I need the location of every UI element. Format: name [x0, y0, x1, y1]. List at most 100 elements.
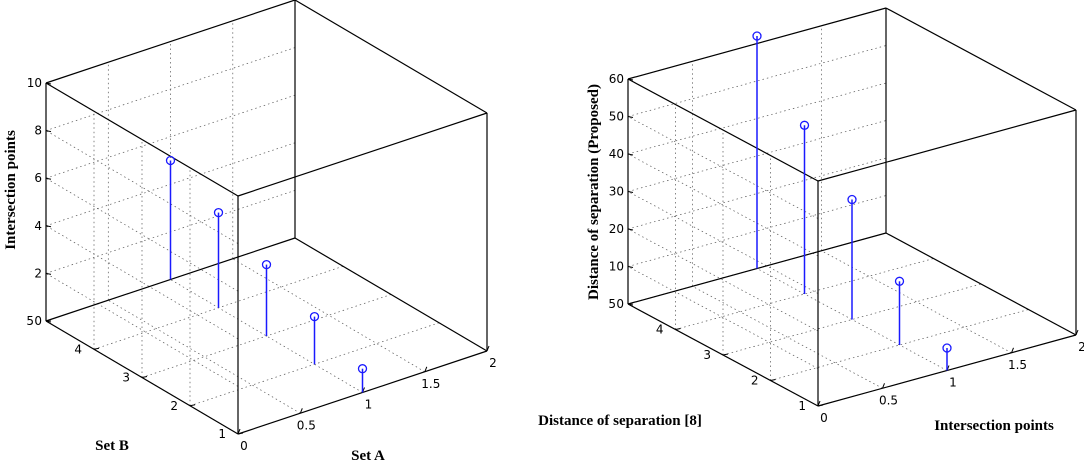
y-tick-label: 4 — [656, 323, 664, 337]
z-tick-label: 6 — [34, 171, 42, 185]
z-tick-label: 10 — [609, 260, 624, 274]
x-tick-label: 2 — [1078, 340, 1084, 354]
x-tick-mark — [424, 366, 428, 372]
gridline-z-back — [45, 94, 296, 179]
z-tick-mark — [627, 266, 634, 268]
z-axis-label: Distance of separation (Proposed) — [586, 84, 602, 300]
y-tick-mark — [675, 328, 681, 330]
x-tick-label: 1 — [949, 376, 957, 390]
z-tick-mark — [45, 130, 52, 133]
x-tick-label: 0 — [240, 439, 248, 453]
gridline-x-floor — [692, 285, 883, 389]
z-tick-label: 8 — [34, 124, 42, 138]
z-tick-label: 50 — [609, 110, 624, 124]
z-tick-label: 40 — [609, 147, 624, 161]
axes-box-edge — [45, 0, 296, 84]
y-axis-label: Set B — [95, 438, 129, 454]
axes-box-edge — [237, 112, 488, 197]
y-tick-mark — [141, 376, 148, 378]
y-tick-label: 3 — [703, 348, 711, 362]
x-tick-label: 2 — [489, 356, 497, 370]
gridline-z-side — [627, 116, 819, 219]
y-tick-mark — [817, 404, 824, 407]
x-tick-label: 1.5 — [1008, 358, 1027, 372]
z-tick-label: 0 — [34, 314, 42, 328]
gridline-z-side — [45, 130, 239, 244]
z-tick-label: 10 — [27, 76, 42, 90]
z-axis-label: Intersection points — [3, 130, 19, 250]
z-tick-label: 4 — [34, 219, 42, 233]
z-tick-mark — [45, 225, 52, 228]
z-tick-mark — [627, 228, 634, 231]
stem-marker-2 — [894, 276, 905, 286]
z-tick-label: 2 — [34, 266, 42, 280]
axes-box-edge — [45, 82, 239, 197]
x-tick-mark — [817, 400, 821, 407]
axes-box-edge — [627, 78, 819, 182]
gridline-x-floor — [232, 258, 425, 373]
axes-box-edge — [294, 237, 488, 352]
gridline-x-floor — [821, 250, 1012, 354]
stem-marker-5 — [165, 155, 176, 166]
z-tick-label: 60 — [609, 72, 624, 86]
y-tick-mark — [237, 432, 244, 435]
y-tick-label: 2 — [751, 374, 759, 388]
x-axis-label: Intersection points — [934, 418, 1054, 434]
y-tick-label: 4 — [74, 342, 82, 356]
z-tick-mark — [627, 303, 634, 306]
axes-box-edge — [817, 109, 1077, 182]
gridline-z-back — [45, 47, 296, 131]
gridline-z-side — [45, 225, 239, 340]
y-tick-mark — [770, 379, 776, 381]
x-tick-label: 0.5 — [879, 393, 898, 407]
x-tick-mark — [1011, 347, 1014, 353]
stem-marker-4 — [799, 120, 810, 130]
y-axis-label: Distance of separation [8] — [538, 413, 702, 429]
y-tick-label: 3 — [122, 371, 130, 385]
stem-marker-3 — [261, 259, 272, 270]
z-tick-mark — [627, 116, 634, 118]
x-tick-mark — [486, 345, 490, 352]
z-tick-mark — [627, 153, 634, 156]
x-tick-mark — [1075, 329, 1079, 336]
stem-marker-4 — [213, 207, 224, 218]
z-tick-mark — [45, 82, 52, 85]
y-tick-label: 1 — [218, 427, 226, 441]
gridline-z-side — [45, 273, 239, 387]
z-tick-mark — [627, 78, 634, 81]
y-tick-mark — [189, 404, 196, 407]
y-tick-label: 1 — [798, 399, 806, 413]
gridline-z-side — [45, 177, 239, 292]
x-tick-label: 1 — [365, 398, 373, 412]
stem-marker-5 — [752, 31, 762, 41]
z-tick-mark — [45, 320, 52, 323]
x-tick-mark — [237, 428, 241, 435]
axes-box-edge — [885, 7, 1077, 111]
x-tick-label: 1.5 — [421, 377, 440, 391]
y-tick-label: 2 — [170, 399, 178, 413]
y-tick-label: 5 — [608, 297, 616, 311]
x-tick-mark — [882, 383, 885, 389]
z-tick-label: 20 — [609, 222, 624, 236]
gridline-z-side — [627, 228, 819, 332]
y-tick-label: 5 — [26, 314, 34, 328]
gridline-x-floor — [170, 279, 363, 393]
axes-box-edge — [294, 0, 488, 114]
z-tick-label: 0 — [616, 297, 624, 311]
z-tick-mark — [45, 272, 52, 275]
z-tick-mark — [45, 177, 52, 180]
x-tick-mark — [299, 408, 303, 414]
stem-marker-1 — [357, 364, 368, 374]
y-tick-mark — [722, 353, 729, 356]
stem-marker-1 — [942, 343, 952, 353]
axes-box-edge — [885, 232, 1077, 336]
stem-marker-2 — [309, 311, 320, 322]
gridline-x-floor — [108, 299, 301, 414]
z-tick-mark — [627, 191, 634, 193]
y-tick-mark — [93, 347, 100, 350]
x-tick-label: 0 — [820, 411, 828, 425]
stem-marker-3 — [847, 194, 857, 205]
